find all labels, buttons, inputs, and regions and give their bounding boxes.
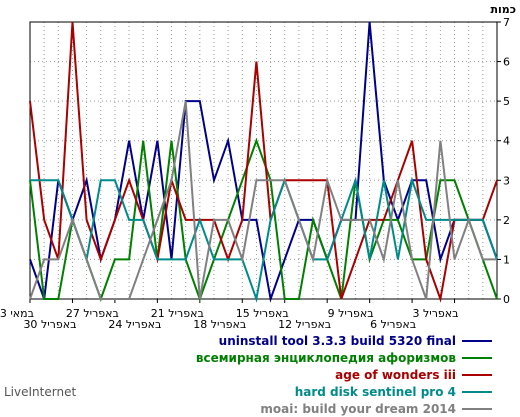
y-tick-label: 2 <box>503 214 510 227</box>
legend: uninstall tool 3.3.3 build 5320 final вс… <box>196 332 492 417</box>
x-tick-label: 24 באפריל <box>108 318 161 331</box>
x-tick-label: 18 באפריל <box>193 318 246 331</box>
x-tick-label: 12 באפריל <box>278 318 331 331</box>
legend-label: всемирная энциклопедия афоризмов <box>195 350 456 365</box>
y-axis-title: כמות <box>491 3 516 16</box>
y-tick-label: 6 <box>503 56 510 69</box>
legend-label: hard disk sentinel pro 4 <box>294 384 456 399</box>
legend-item: uninstall tool 3.3.3 build 5320 final <box>196 332 492 349</box>
series-line <box>29 137 498 302</box>
legend-swatch <box>462 356 492 359</box>
y-tick-label: 0 <box>503 293 510 306</box>
x-tick-label: 30 באפריל <box>23 318 76 331</box>
plot-frame <box>29 21 498 300</box>
x-tick-label: 21 באפריל <box>151 307 204 320</box>
legend-item: age of wonders iii <box>196 366 492 383</box>
x-tick-label: 15 באפריל <box>236 307 289 320</box>
legend-item: moai: build your dream 2014 <box>196 400 492 417</box>
x-tick-label: 3 באפריל <box>413 307 459 320</box>
y-tick-label: 4 <box>503 135 510 148</box>
y-tick-label: 7 <box>503 16 510 29</box>
series-line <box>30 176 498 303</box>
x-tick-label: 9 באפריל <box>328 307 374 320</box>
x-tick-label: 3 במאי <box>0 307 34 320</box>
legend-swatch <box>462 390 492 393</box>
legend-swatch <box>462 339 492 342</box>
legend-item: всемирная энциклопедия афоризмов <box>196 349 492 366</box>
y-tick-label: 5 <box>503 95 510 108</box>
legend-swatch <box>462 407 492 410</box>
series-line <box>29 100 497 300</box>
x-tick-label: 27 באפריל <box>66 307 119 320</box>
y-tick-label: 1 <box>503 253 510 266</box>
brand-label: LiveInternet <box>4 385 77 399</box>
legend-swatch <box>462 373 492 376</box>
legend-label: uninstall tool 3.3.3 build 5320 final <box>218 333 456 348</box>
x-tick-label: 6 באפריל <box>370 318 416 331</box>
legend-item: hard disk sentinel pro 4 <box>196 383 492 400</box>
legend-label: moai: build your dream 2014 <box>260 401 456 416</box>
legend-label: age of wonders iii <box>335 367 456 382</box>
y-tick-label: 3 <box>503 174 510 187</box>
